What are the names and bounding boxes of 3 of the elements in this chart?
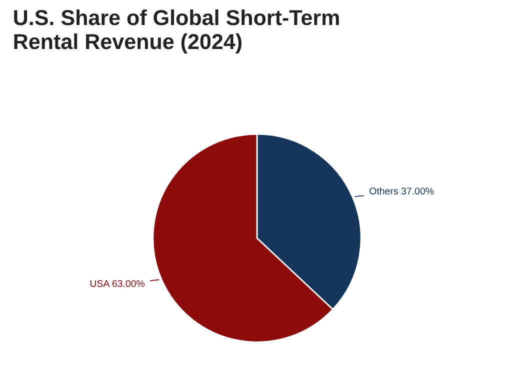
- slice-label: USA 63.00%: [90, 280, 145, 288]
- chart-title: U.S. Share of Global Short-Term Rental Revenue (2024): [14, 9, 339, 54]
- slice-label: Others 37.00%: [370, 187, 434, 194]
